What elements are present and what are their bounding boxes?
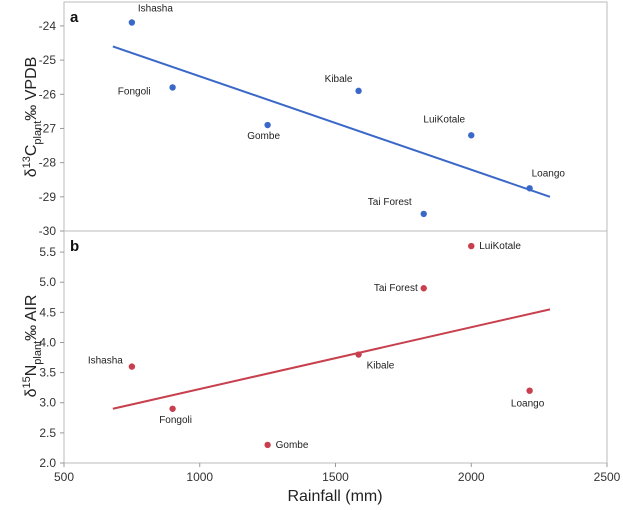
x-tick-label: 500	[54, 470, 74, 484]
panel-a-letter: a	[70, 9, 79, 26]
panel-b-point-label: Loango	[511, 399, 545, 410]
panel-a-point-label: Gombe	[247, 131, 280, 142]
panel-a-y-tick-label: -28	[39, 156, 57, 170]
panel-b-point	[169, 405, 176, 412]
panel-b-point	[526, 387, 533, 394]
panel-a-point	[128, 19, 136, 26]
panel-a-point-label: Fongoli	[118, 86, 151, 97]
panel-b-y-tick-label: 2.5	[39, 426, 56, 440]
panel-a-point	[468, 132, 475, 139]
panel-b-y-tick-label: 3.0	[39, 396, 56, 410]
x-tick-label: 2000	[458, 470, 485, 484]
panel-a-y-tick-label: -24	[39, 19, 57, 33]
panel-b-point-label: Ishasha	[88, 356, 123, 367]
plot-frame	[63, 1, 608, 464]
panel-a-point-label: Loango	[532, 168, 566, 179]
panel-a-point	[355, 87, 362, 95]
panel-b-y-tick-label: 4.0	[39, 335, 56, 349]
panel-a-y-tick-label: -27	[39, 121, 57, 135]
panel-b-point	[355, 351, 362, 358]
x-tick-label: 1000	[186, 470, 213, 484]
panel-b-point	[128, 363, 136, 370]
panel-b-y-tick-label: 4.5	[39, 305, 56, 319]
panel-b-y-axis-title: δ15Nplant‰ AIR	[21, 295, 44, 398]
panel-a-fit-line	[112, 45, 551, 198]
panel-a-y-tick-label: -29	[39, 190, 57, 204]
panel-a-y-tick-label: -30	[39, 224, 57, 238]
panel-a-point	[420, 210, 427, 218]
panel-a-point-label: Kibale	[325, 74, 353, 85]
panel-a-y-tick-label: -25	[39, 53, 57, 67]
panel-b-letter: b	[70, 238, 79, 255]
panel-b-point-label: Tai Forest	[374, 283, 418, 294]
panel-a-plot: -24 -25 -26 -27 -28 -29 -30 Ishasha Fongoli Gombe…	[39, 4, 566, 238]
panel-b-point-label: Gombe	[276, 440, 309, 451]
panel-b-y-tick-label: 5.5	[39, 245, 56, 259]
x-axis-title: Rainfall (mm)	[287, 488, 382, 505]
panel-b-point-label: LuiKotale	[479, 241, 521, 252]
panel-b-point	[420, 285, 427, 292]
panel-a-point	[169, 84, 176, 91]
panel-b-y-tick-label: 2.0	[39, 456, 56, 470]
panel-b-point-label: Fongoli	[159, 415, 192, 426]
panel-b-point-label: Kibale	[367, 361, 395, 372]
panel-a-point	[526, 185, 533, 192]
panel-b-fit-line	[112, 308, 551, 410]
panel-b-plot: 2.0 2.5 3.0 3.5 4.0 4.5 5.0 5.5 LuiKotale Tai For…	[39, 241, 551, 470]
panel-a-point	[264, 121, 271, 129]
panel-b-point	[264, 441, 271, 449]
panel-a-y-tick-label: -26	[39, 87, 57, 101]
panel-b-y-tick-label: 3.5	[39, 366, 56, 380]
panel-b-y-tick-label: 5.0	[39, 275, 56, 289]
panel-a-y-axis-title: δ13Cplant‰ VPDB	[21, 57, 44, 178]
x-axis: 500 1000 1500 2000 2500	[54, 463, 621, 484]
panel-b-point	[468, 242, 475, 250]
panel-a-point-label: Ishasha	[138, 4, 173, 15]
panel-a-point-label: LuiKotale	[423, 114, 465, 125]
panel-a-point-label: Tai Forest	[368, 197, 412, 208]
x-tick-label: 2500	[594, 470, 621, 484]
x-tick-label: 1500	[322, 470, 349, 484]
